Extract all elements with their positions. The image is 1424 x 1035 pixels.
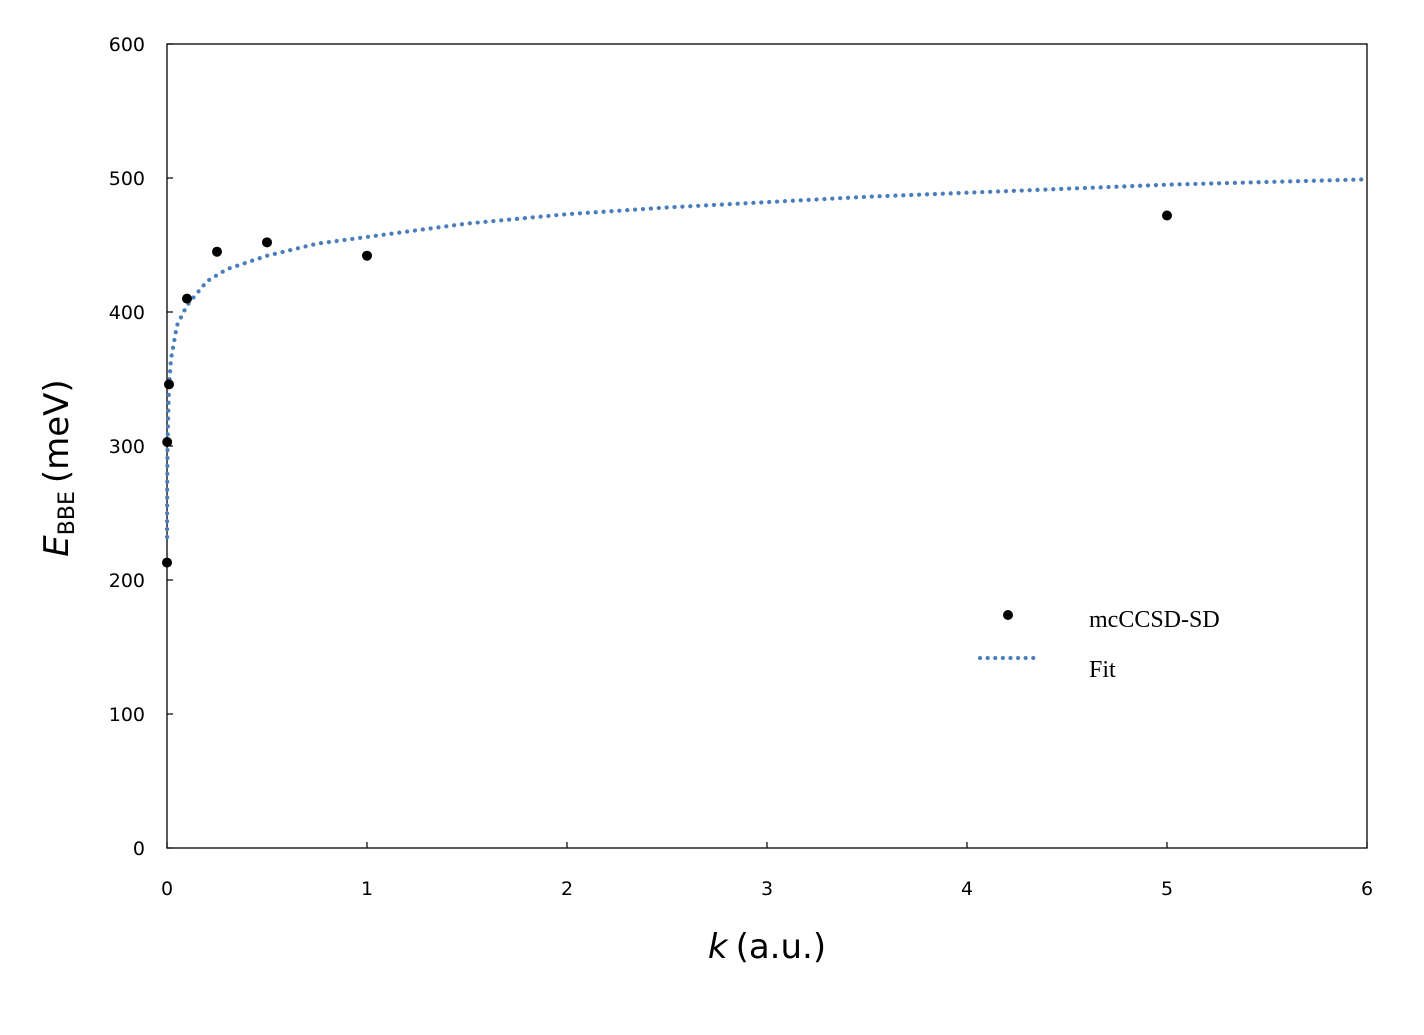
y-tick-label: 500 xyxy=(109,168,145,190)
plot-area xyxy=(166,43,1368,849)
y-tick-label: 600 xyxy=(109,34,145,56)
data-point xyxy=(1162,210,1172,221)
x-tick-label: 0 xyxy=(161,878,173,900)
series-layer xyxy=(162,177,1370,568)
x-tick-label: 6 xyxy=(1361,878,1373,900)
data-point xyxy=(164,379,174,390)
x-tick-label: 2 xyxy=(561,878,573,900)
data-point xyxy=(182,293,192,304)
legend-label-fit: Fit xyxy=(1089,657,1116,683)
x-tick-label: 1 xyxy=(361,878,373,900)
data-point xyxy=(162,436,173,447)
y-tick-label: 0 xyxy=(133,838,145,860)
y-axis-title: EBBE (meV) xyxy=(37,379,80,556)
x-axis-symbol: k xyxy=(708,927,729,967)
x-axis-unit: (a.u.) xyxy=(736,927,827,967)
data-point xyxy=(212,246,222,257)
y-axis-unit: (meV) xyxy=(37,379,77,483)
x-axis-title: k (a.u.) xyxy=(708,927,826,967)
y-tick-label: 300 xyxy=(109,436,145,458)
y-tick-label: 200 xyxy=(109,570,145,592)
x-tick-label: 3 xyxy=(761,878,773,900)
legend-marker-mcccsd xyxy=(1003,610,1013,620)
legend: mcCCSD-SD Fit xyxy=(978,607,1220,683)
data-point xyxy=(262,237,272,248)
legend-label-mcccsd: mcCCSD-SD xyxy=(1089,607,1220,633)
y-tick-label: 400 xyxy=(109,302,145,324)
y-axis-symbol: E xyxy=(37,535,77,557)
axis-ticks: 0 1 2 3 4 5 6 0 100 200 300 400 500 600 xyxy=(109,34,1373,900)
x-tick-label: 5 xyxy=(1161,878,1173,900)
y-axis-subscript: BBE xyxy=(55,491,80,535)
y-tick-label: 100 xyxy=(109,704,145,726)
data-point xyxy=(162,557,172,568)
fit-curve xyxy=(164,177,1370,540)
data-point xyxy=(362,250,372,261)
x-tick-label: 4 xyxy=(961,878,973,900)
